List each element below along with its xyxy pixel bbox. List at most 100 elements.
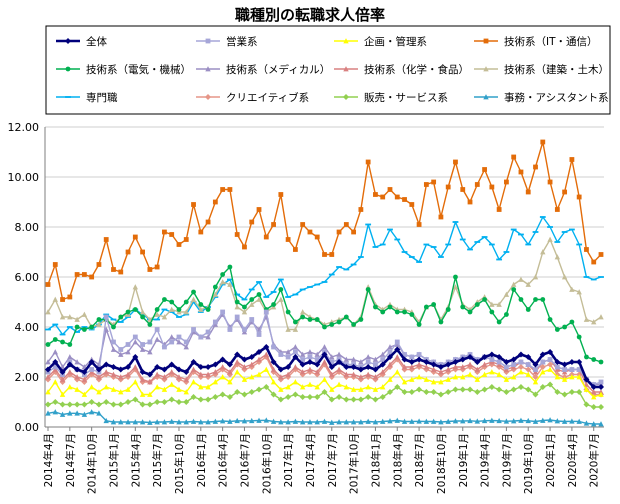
point-11-12 xyxy=(132,419,139,425)
point-10-33 xyxy=(285,394,292,400)
point-3-8 xyxy=(103,237,109,242)
point-2-45 xyxy=(372,386,379,392)
point-4-12 xyxy=(132,307,138,312)
point-4-13 xyxy=(140,314,145,320)
point-11-56 xyxy=(452,418,459,424)
point-1-49 xyxy=(402,352,407,357)
point-4-0 xyxy=(45,342,51,347)
point-7-29 xyxy=(256,296,262,302)
point-3-18 xyxy=(176,242,182,247)
point-4-1 xyxy=(52,337,58,342)
point-2-2 xyxy=(59,391,66,397)
y-axis: 0.00 2.00 4.00 6.00 8.00 10.00 12.00 xyxy=(8,121,604,434)
point-0-38 xyxy=(321,351,328,358)
point-3-3 xyxy=(67,294,73,300)
point-6-21 xyxy=(198,371,204,377)
point-3-58 xyxy=(467,199,473,205)
point-10-44 xyxy=(365,394,372,400)
point-6-10 xyxy=(118,374,124,380)
x-tick-label-3: 2015年1月 xyxy=(107,433,120,487)
point-5-9 xyxy=(110,346,117,352)
legend-entry-4: 技術系（電気・機械） xyxy=(56,63,191,76)
point-4-17 xyxy=(169,299,175,305)
point-2-8 xyxy=(103,384,109,390)
x-tick-label-25: 2020年7月 xyxy=(588,433,601,487)
point-3-60 xyxy=(482,167,487,172)
point-11-60 xyxy=(481,417,488,424)
point-2-56 xyxy=(452,374,459,380)
point-0-43 xyxy=(357,366,364,373)
point-5-46 xyxy=(380,351,386,357)
point-4-56 xyxy=(453,274,458,280)
point-10-35 xyxy=(299,394,306,400)
point-0-5 xyxy=(81,369,88,375)
point-3-22 xyxy=(205,219,211,225)
point-8-30 xyxy=(263,296,270,298)
point-8-47 xyxy=(387,228,393,231)
point-11-20 xyxy=(190,418,197,424)
point-11-13 xyxy=(139,419,146,425)
point-3-6 xyxy=(89,274,95,280)
point-3-53 xyxy=(431,179,437,185)
point-8-49 xyxy=(401,251,408,253)
point-8-2 xyxy=(59,333,66,336)
legend-label-4: 技術系（電気・機械） xyxy=(86,63,191,76)
point-3-56 xyxy=(453,159,458,165)
point-6-7 xyxy=(96,374,102,380)
point-2-26 xyxy=(234,369,240,375)
point-10-15 xyxy=(154,399,161,405)
legend-marker-4 xyxy=(65,66,71,72)
point-0-63 xyxy=(503,359,510,365)
point-8-1 xyxy=(52,323,59,326)
x-tick-label-16: 2018年4月 xyxy=(391,433,404,487)
point-0-10 xyxy=(117,366,124,373)
point-0-2 xyxy=(59,369,66,375)
point-11-62 xyxy=(496,417,502,424)
point-0-60 xyxy=(481,354,488,360)
point-8-18 xyxy=(176,316,182,318)
point-8-65 xyxy=(518,233,524,236)
point-7-13 xyxy=(139,309,146,315)
point-3-31 xyxy=(271,222,276,227)
point-5-41 xyxy=(343,356,350,362)
point-0-15 xyxy=(154,364,161,370)
point-2-43 xyxy=(358,386,364,392)
x-tick-label-11: 2017年1月 xyxy=(282,433,295,487)
point-0-11 xyxy=(125,364,132,370)
point-7-21 xyxy=(198,306,204,312)
point-3-27 xyxy=(242,244,247,250)
point-4-4 xyxy=(74,324,80,330)
point-6-49 xyxy=(401,364,408,370)
point-10-17 xyxy=(168,396,175,403)
point-0-52 xyxy=(423,359,430,365)
point-6-33 xyxy=(285,371,291,377)
point-3-47 xyxy=(387,187,393,192)
point-3-35 xyxy=(300,222,306,227)
point-7-67 xyxy=(532,274,539,280)
point-11-21 xyxy=(198,419,204,425)
legend: 全体 営業系 企画・管理系 技術系（IT・通信） 技術系（電気・機械） 技術系（メディカル… xyxy=(56,35,609,104)
point-0-23 xyxy=(212,361,219,368)
legend-label-1: 営業系 xyxy=(226,35,258,48)
x-tick-label-9: 2016年7月 xyxy=(238,433,251,487)
point-1-32 xyxy=(278,352,284,357)
point-10-6 xyxy=(88,399,95,405)
point-1-62 xyxy=(496,359,502,365)
point-3-39 xyxy=(329,252,335,257)
point-10-75 xyxy=(590,404,597,410)
point-11-37 xyxy=(314,419,320,425)
point-2-65 xyxy=(518,369,524,375)
point-3-57 xyxy=(460,187,466,192)
point-6-38 xyxy=(321,359,328,365)
point-10-51 xyxy=(416,386,423,393)
series-line-3 xyxy=(47,141,602,301)
point-0-55 xyxy=(445,361,452,368)
point-11-59 xyxy=(474,418,481,424)
point-6-0 xyxy=(45,374,51,380)
point-3-37 xyxy=(314,234,320,240)
point-3-42 xyxy=(351,229,357,235)
point-11-3 xyxy=(67,410,73,416)
point-1-25 xyxy=(227,327,233,332)
point-0-28 xyxy=(248,354,255,360)
point-5-36 xyxy=(307,349,313,355)
